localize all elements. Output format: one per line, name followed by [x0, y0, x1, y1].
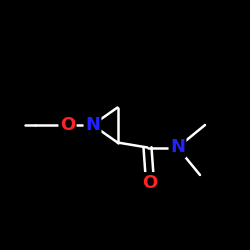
Text: N: N [85, 116, 100, 134]
Text: O: O [142, 174, 158, 192]
Text: O: O [60, 116, 75, 134]
Text: N: N [170, 138, 185, 156]
